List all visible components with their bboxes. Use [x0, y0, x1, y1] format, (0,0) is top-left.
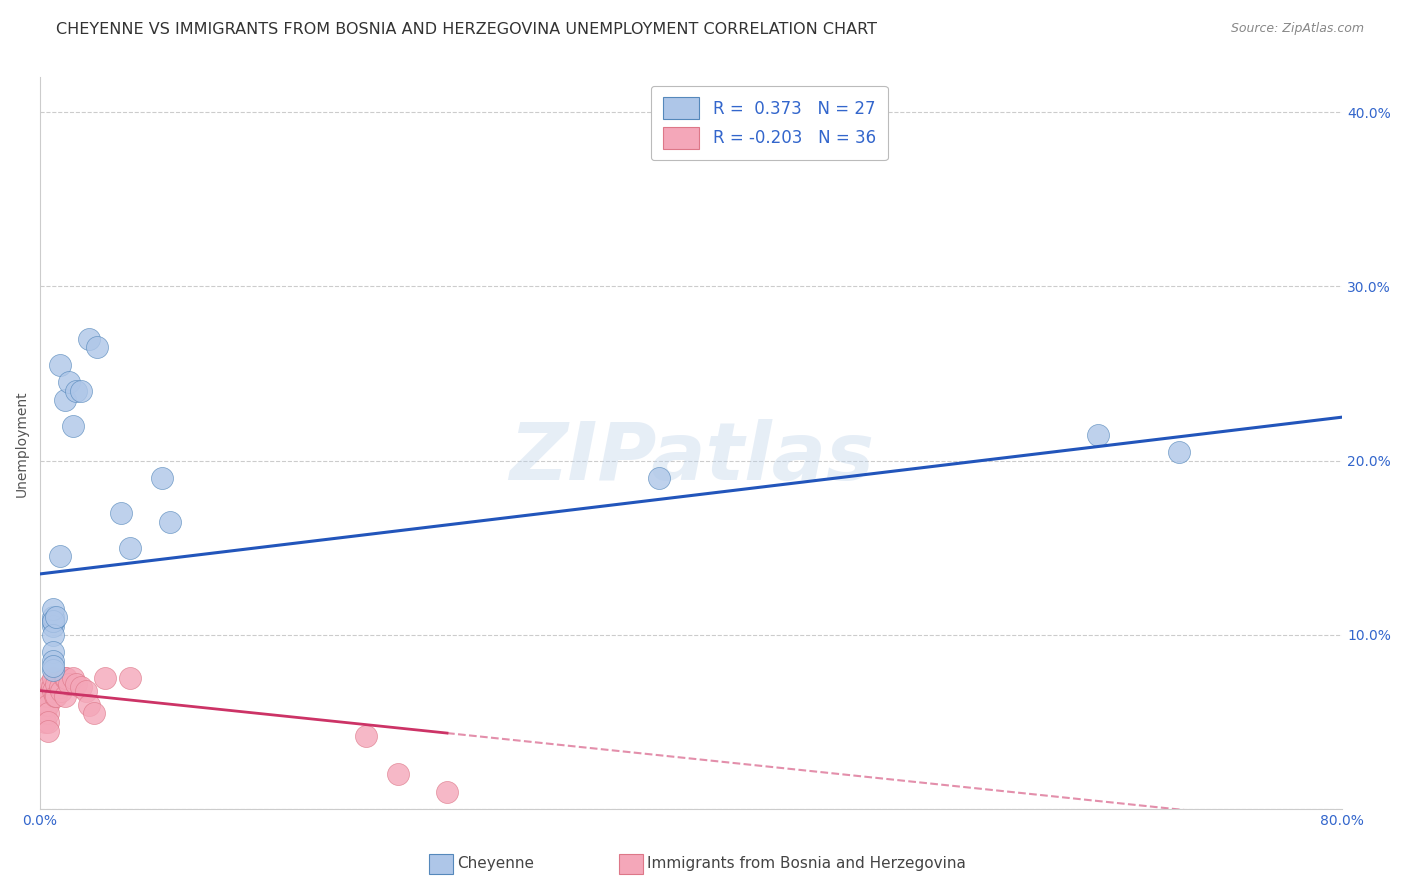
Point — [35, 689, 58, 703]
Point — [38, 676, 60, 690]
Point — [42, 654, 65, 668]
Point — [42, 628, 65, 642]
Point — [37, 683, 59, 698]
Y-axis label: Unemployment: Unemployment — [15, 390, 30, 497]
Point — [37, 698, 59, 712]
Point — [55, 672, 77, 686]
Text: Immigrants from Bosnia and Herzegovina: Immigrants from Bosnia and Herzegovina — [647, 856, 966, 871]
Point — [118, 672, 141, 686]
Point — [37, 723, 59, 738]
Point — [647, 471, 669, 485]
Point — [37, 714, 59, 729]
Point — [34, 706, 56, 721]
Point — [150, 471, 173, 485]
Point — [42, 610, 65, 624]
Point — [58, 376, 80, 390]
Point — [53, 672, 76, 686]
Point — [77, 332, 100, 346]
Point — [86, 341, 108, 355]
Text: ZIPatlas: ZIPatlas — [509, 419, 873, 497]
Point — [45, 676, 67, 690]
Point — [110, 506, 132, 520]
Point — [42, 672, 65, 686]
Point — [45, 610, 67, 624]
Point — [118, 541, 141, 555]
Point — [354, 729, 377, 743]
Point — [75, 683, 97, 698]
Point — [42, 619, 65, 633]
Point — [1087, 427, 1109, 442]
Legend: R =  0.373   N = 27, R = -0.203   N = 36: R = 0.373 N = 27, R = -0.203 N = 36 — [651, 86, 887, 161]
Point — [37, 706, 59, 721]
Point — [42, 614, 65, 628]
Point — [436, 785, 458, 799]
Point — [65, 384, 87, 398]
Point — [42, 614, 65, 628]
Point — [48, 549, 70, 564]
Point — [53, 392, 76, 407]
Point — [42, 601, 65, 615]
Point — [1168, 445, 1191, 459]
Point — [69, 680, 91, 694]
Point — [45, 689, 67, 703]
Point — [37, 689, 59, 703]
Point — [77, 698, 100, 712]
Point — [62, 418, 84, 433]
Point — [42, 645, 65, 659]
Point — [41, 680, 63, 694]
Point — [69, 384, 91, 398]
Point — [94, 672, 117, 686]
Point — [83, 706, 105, 721]
Point — [65, 676, 87, 690]
Point — [44, 689, 66, 703]
Text: Source: ZipAtlas.com: Source: ZipAtlas.com — [1230, 22, 1364, 36]
Point — [34, 694, 56, 708]
Point — [48, 680, 70, 694]
Point — [48, 358, 70, 372]
Point — [58, 676, 80, 690]
Point — [387, 767, 409, 781]
Point — [34, 714, 56, 729]
Point — [42, 663, 65, 677]
Point — [35, 698, 58, 712]
Text: CHEYENNE VS IMMIGRANTS FROM BOSNIA AND HERZEGOVINA UNEMPLOYMENT CORRELATION CHAR: CHEYENNE VS IMMIGRANTS FROM BOSNIA AND H… — [56, 22, 877, 37]
Point — [42, 683, 65, 698]
Point — [51, 683, 73, 698]
Text: Cheyenne: Cheyenne — [457, 856, 534, 871]
Point — [34, 701, 56, 715]
Point — [53, 689, 76, 703]
Point — [62, 672, 84, 686]
Point — [159, 515, 181, 529]
Point — [42, 659, 65, 673]
